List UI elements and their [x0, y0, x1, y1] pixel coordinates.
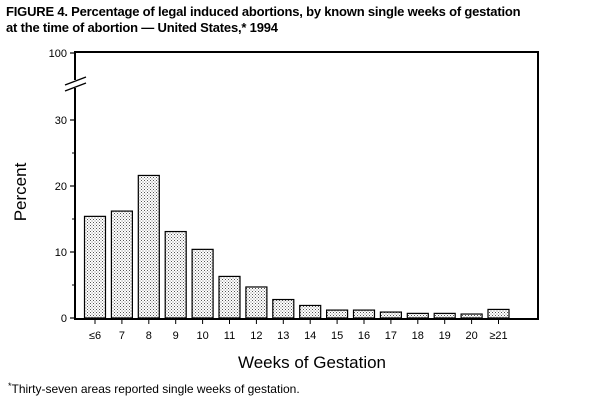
x-tick-label: 19: [439, 330, 451, 342]
x-tick-label: 20: [465, 330, 477, 342]
y-axis: 0 10 20 30 100: [49, 48, 75, 325]
bar: [299, 304, 322, 319]
x-tick-label: 10: [196, 330, 208, 342]
bar: [137, 174, 160, 319]
bar: [326, 309, 349, 319]
x-tick-label: 8: [146, 330, 152, 342]
bar: [352, 309, 376, 319]
x-axis: ≤6 7 8 9 10 11 12 13 14 15 16 17 18 19 20 ≥21: [89, 319, 508, 342]
x-tick-label: 16: [358, 330, 370, 342]
bar: [460, 313, 483, 319]
bar: [218, 275, 241, 319]
bar: [433, 312, 456, 319]
footnote-marker: *: [8, 381, 12, 391]
x-tick-label: 15: [331, 330, 343, 342]
y-axis-label: Percent: [11, 162, 30, 221]
bar: [110, 210, 134, 319]
y-tick-label: 10: [55, 247, 67, 259]
bar: [487, 308, 510, 319]
x-tick-label: 12: [250, 330, 262, 342]
x-tick-label: 14: [304, 330, 316, 342]
bar: [83, 215, 107, 319]
x-tick-label: ≥21: [489, 330, 507, 342]
footnote-text: Thirty-seven areas reported single weeks…: [11, 382, 300, 396]
x-tick-label: 9: [173, 330, 179, 342]
y-tick-label: 30: [55, 115, 67, 127]
y-tick-label: 20: [55, 181, 67, 193]
y-tick-label: 100: [49, 48, 67, 60]
y-tick-label: 0: [61, 313, 67, 325]
title-line-1: FIGURE 4. Percentage of legal induced ab…: [6, 4, 521, 19]
axis-break-icon: [64, 76, 87, 92]
figure-title: FIGURE 4. Percentage of legal induced ab…: [6, 4, 592, 36]
x-tick-label: 17: [385, 330, 397, 342]
footnote: *Thirty-seven areas reported single week…: [8, 381, 300, 396]
x-tick-label: 13: [277, 330, 289, 342]
x-tick-label: 7: [119, 330, 125, 342]
title-line-2: at the time of abortion — United States,…: [6, 20, 278, 35]
bar: [164, 230, 187, 319]
x-axis-label: Weeks of Gestation: [238, 353, 386, 372]
bar: [272, 298, 295, 319]
x-tick-label: ≤6: [89, 330, 101, 342]
bar: [191, 248, 214, 319]
bars: [83, 174, 510, 319]
bar: [379, 311, 402, 319]
bar: [406, 312, 429, 319]
bar: [245, 286, 268, 319]
x-tick-label: 18: [412, 330, 424, 342]
x-tick-label: 11: [224, 330, 235, 342]
